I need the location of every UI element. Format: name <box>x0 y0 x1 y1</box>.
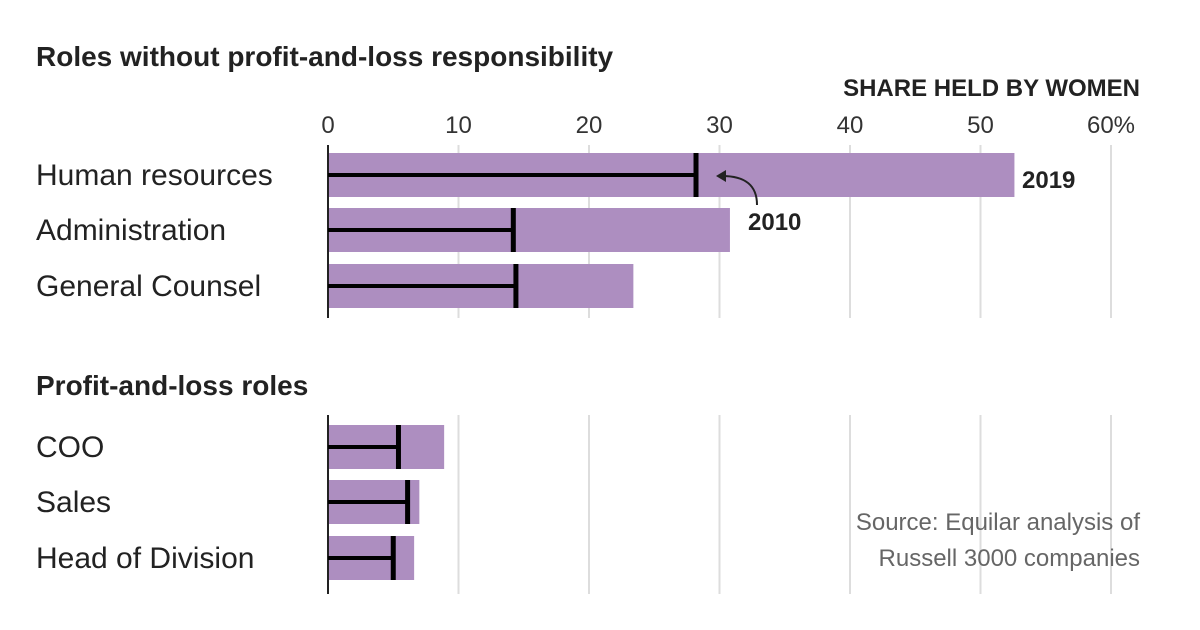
category-label: Head of Division <box>36 542 254 575</box>
annotation-2010: 2010 <box>748 209 801 236</box>
tick-label: 30 <box>706 112 733 139</box>
tick-label: 40 <box>837 112 864 139</box>
annotation-arrow <box>721 175 758 206</box>
annotation-2019: 2019 <box>1022 167 1075 194</box>
tick-label: 50 <box>967 112 994 139</box>
category-label: Sales <box>36 486 111 519</box>
tick-label: 10 <box>445 112 472 139</box>
axis-label: SHARE HELD BY WOMEN <box>843 75 1140 102</box>
category-label: Administration <box>36 214 226 247</box>
category-label: General Counsel <box>36 270 261 303</box>
source-line-1: Source: Equilar analysis of <box>856 509 1140 536</box>
source-line-2: Russell 3000 companies <box>879 545 1140 572</box>
category-label: Human resources <box>36 159 273 192</box>
category-label: COO <box>36 431 104 464</box>
group-title-non-pl: Roles without profit-and-loss responsibi… <box>36 41 614 72</box>
tick-label: 0 <box>321 112 334 139</box>
annotation-arrowhead-icon <box>716 170 726 182</box>
group-title-pl: Profit-and-loss roles <box>36 370 308 401</box>
tick-label: 60% <box>1087 112 1135 139</box>
tick-label: 20 <box>576 112 603 139</box>
